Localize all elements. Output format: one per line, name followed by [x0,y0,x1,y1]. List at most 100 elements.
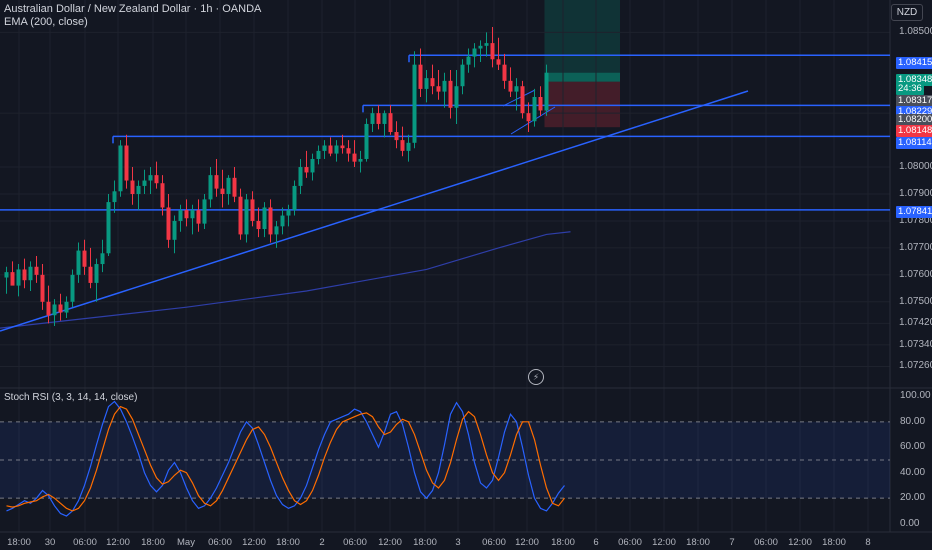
candle [166,194,171,248]
stoch-tick-label: 0.00 [900,517,920,529]
stoch-tick-label: 100.00 [900,390,931,402]
candle-body [88,266,93,283]
candle-body [244,199,249,235]
candle-body [10,272,15,286]
candle-body [424,78,429,89]
candle [472,43,477,68]
candle-body [538,97,543,111]
time-tick-label: 12:00 [788,537,812,548]
ema-legend[interactable]: EMA (200, close) [4,16,88,28]
candle [406,134,411,162]
candle-body [310,158,315,173]
candle [478,40,483,62]
candle [238,188,243,240]
candle-body [58,304,63,313]
candle [172,215,177,254]
candle-body [160,183,165,208]
candle [4,266,9,294]
candle [76,242,81,283]
candle-body [376,113,381,124]
candle [448,70,453,119]
candle [340,134,345,154]
candle [490,26,495,68]
price-tag: 1.08148 [896,125,932,137]
stoch-rsi-pane [0,400,890,517]
candle [256,207,261,238]
candle-body [130,180,135,194]
stoch-tick-label: 40.00 [900,466,926,478]
candle-body [64,301,69,313]
candle-body [370,113,375,124]
candle [52,299,57,327]
price-tick-label: 1.07500 [899,295,932,307]
candle-body [364,123,369,159]
candle [28,261,33,291]
candle [376,105,381,130]
candle [46,285,51,324]
candle [250,191,255,227]
candle [442,72,447,108]
price-tick-label: 1.07800 [899,214,932,226]
price-tag: 1.08317 [896,95,932,107]
stoch-tick-label: 20.00 [900,492,926,504]
stoch-tick-label: 60.00 [900,441,926,453]
currency-badge[interactable]: NZD [891,4,923,21]
candle-body [208,175,213,200]
candle [466,48,471,73]
candle [292,180,297,216]
price-tag: 1.08200 [896,114,932,126]
candle-body [16,269,21,286]
time-tick-label: 30 [44,537,56,548]
candle-body [382,113,387,124]
price-tag: 1.08415 [896,57,932,69]
candle-body [418,64,423,89]
candle-body [154,175,159,184]
price-tag: 24:36 [896,83,924,95]
candle-body [334,145,339,154]
candle-body [22,269,27,281]
time-tick-label: 6 [593,537,599,548]
lightning-icon[interactable]: ⚡ [528,369,544,385]
candle-body [232,177,237,197]
candle [274,220,279,248]
candle-body [286,210,291,216]
time-tick-label: 06:00 [208,537,232,548]
candle [418,48,423,97]
candle-body [316,150,321,159]
candle [100,239,105,273]
candle [64,296,69,318]
candle-body [520,86,525,114]
time-tick-label: 06:00 [73,537,97,548]
candle [334,140,339,162]
candle-body [172,220,177,240]
time-tick-label: 06:00 [754,537,778,548]
candle [358,150,363,173]
candle-body [502,64,507,81]
candle [226,175,231,205]
candle-body [52,304,57,316]
position-current-zone [544,72,620,82]
stoch-rsi-legend[interactable]: Stoch RSI (3, 3, 14, 14, close) [4,392,138,403]
ema-200-line [0,231,571,329]
candle-body [238,196,243,235]
candle-body [100,253,105,265]
candle [40,264,45,310]
candle [484,32,489,57]
candle [382,110,387,138]
candle [124,134,129,189]
candle [148,167,153,194]
candle-body [274,226,279,235]
time-tick-label: 18:00 [686,537,710,548]
candle [346,140,351,162]
candles [4,26,549,327]
price-tick-label: 1.07260 [899,360,932,372]
position-target-zone [544,0,620,82]
candle-body [82,250,87,267]
candle [388,105,393,135]
candle-body [112,191,117,203]
candle-body [190,210,195,219]
candle [502,53,507,89]
candle-body [352,153,357,162]
candle-body [298,167,303,186]
